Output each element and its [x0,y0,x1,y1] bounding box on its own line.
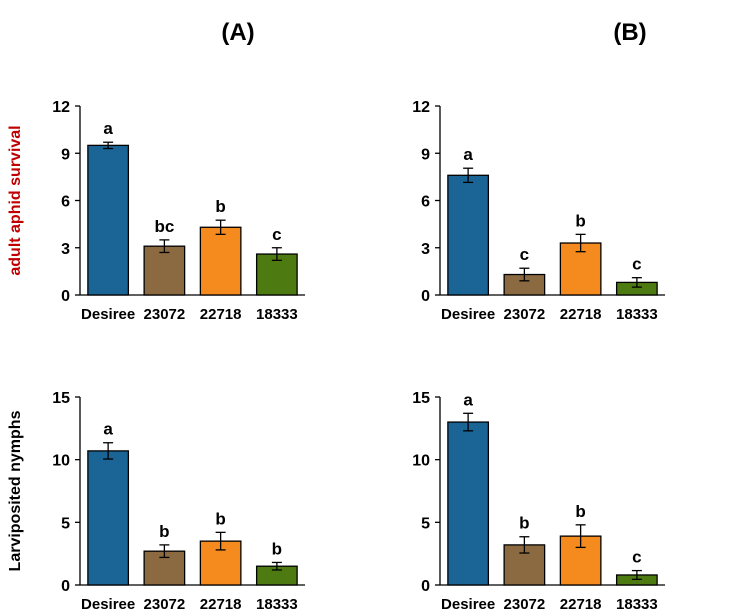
y-tick-label: 3 [421,241,430,258]
x-tick-label: 23072 [504,596,546,613]
significance-label: b [272,539,282,558]
x-tick-label: 18333 [616,596,658,613]
significance-label: c [520,245,529,264]
bar-22718 [559,535,602,586]
bar-18333 [255,253,298,296]
x-tick-label: Desiree [441,596,495,613]
y-tick-label: 15 [52,390,70,407]
x-tick-label: 23072 [144,596,186,613]
y-tick-label: 6 [61,194,70,211]
chart-3: 0 5 10 15 a Desiree b 23072 b 22718 c 18333 [412,390,665,613]
significance-label: a [103,420,113,439]
significance-label: b [215,509,225,528]
significance-label: b [575,211,585,230]
y-tick-label: 0 [421,288,430,305]
y-tick-label: 6 [421,194,430,211]
significance-label: a [463,390,473,409]
y-axis-label: adult aphid survival [7,125,24,275]
bar-Desiree [447,421,490,586]
x-tick-label: Desiree [441,306,495,323]
bar-22718 [199,226,242,296]
y-tick-label: 0 [421,578,430,595]
y-tick-label: 10 [412,453,430,470]
x-tick-label: 18333 [616,306,658,323]
significance-label: c [272,225,281,244]
bar-23072 [143,245,186,296]
x-tick-label: 22718 [560,596,602,613]
x-tick-label: 22718 [560,306,602,323]
bar-Desiree [447,174,490,296]
bar-23072 [503,544,546,586]
significance-label: a [103,119,113,138]
y-axis-label: Larviposited nymphs [7,410,24,571]
significance-label: a [463,145,473,164]
significance-label: b [519,514,529,533]
significance-label: c [632,548,641,567]
chart-1: 0 3 6 9 12 a Desiree c 23072 b 22718 c 18333 [412,99,665,323]
y-tick-label: 15 [412,390,430,407]
bar-Desiree [87,450,130,586]
panel-label-b: (B) [613,19,646,46]
panel-label-a: (A) [221,19,254,46]
y-tick-label: 9 [61,146,70,163]
y-tick-label: 5 [421,515,430,532]
x-tick-label: 18333 [256,306,298,323]
x-tick-label: 22718 [200,306,242,323]
y-tick-label: 0 [61,288,70,305]
bar-Desiree [87,144,130,296]
y-tick-label: 0 [61,578,70,595]
y-tick-label: 12 [412,99,430,116]
significance-label: bc [154,217,174,236]
x-tick-label: Desiree [81,306,135,323]
x-tick-label: 18333 [256,596,298,613]
significance-label: c [632,255,641,274]
chart-2: 0 5 10 15 Larviposited nymphs a Desiree b 23072 b… [7,390,305,613]
significance-label: b [159,522,169,541]
y-tick-label: 3 [61,241,70,258]
x-tick-label: 23072 [504,306,546,323]
y-tick-label: 5 [61,515,70,532]
y-tick-label: 9 [421,146,430,163]
significance-label: b [215,197,225,216]
y-tick-label: 10 [52,453,70,470]
x-tick-label: 23072 [144,306,186,323]
y-tick-label: 12 [52,99,70,116]
significance-label: b [575,502,585,521]
x-tick-label: 22718 [200,596,242,613]
x-tick-label: Desiree [81,596,135,613]
